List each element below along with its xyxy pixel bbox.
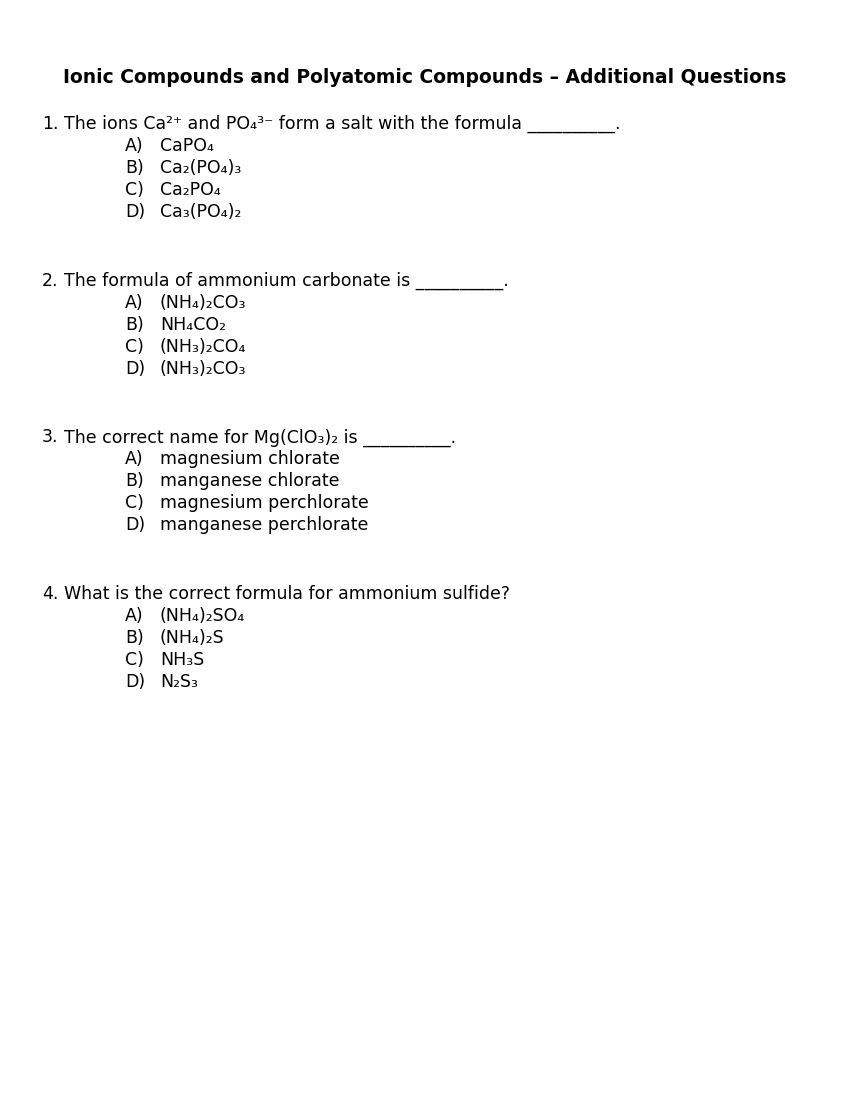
Text: 4.: 4. (42, 585, 59, 603)
Text: CaPO₄: CaPO₄ (160, 138, 214, 155)
Text: B): B) (125, 160, 144, 177)
Text: D): D) (125, 360, 145, 377)
Text: NH₃S: NH₃S (160, 651, 204, 669)
Text: NH₄CO₂: NH₄CO₂ (160, 316, 226, 333)
Text: Ca₂PO₄: Ca₂PO₄ (160, 182, 221, 199)
Text: N₂S₃: N₂S₃ (160, 673, 198, 691)
Text: 1.: 1. (42, 116, 59, 133)
Text: What is the correct formula for ammonium sulfide?: What is the correct formula for ammonium… (64, 585, 510, 603)
Text: D): D) (125, 204, 145, 221)
Text: Ca₃(PO₄)₂: Ca₃(PO₄)₂ (160, 204, 241, 221)
Text: (NH₄)₂S: (NH₄)₂S (160, 629, 224, 647)
Text: A): A) (125, 451, 144, 469)
Text: The formula of ammonium carbonate is __________.: The formula of ammonium carbonate is ___… (64, 272, 509, 290)
Text: Ionic Compounds and Polyatomic Compounds – Additional Questions: Ionic Compounds and Polyatomic Compounds… (63, 68, 787, 87)
Text: A): A) (125, 607, 144, 625)
Text: magnesium perchlorate: magnesium perchlorate (160, 495, 369, 513)
Text: Ca₂(PO₄)₃: Ca₂(PO₄)₃ (160, 160, 241, 177)
Text: The ions Ca²⁺ and PO₄³⁻ form a salt with the formula __________.: The ions Ca²⁺ and PO₄³⁻ form a salt with… (64, 116, 620, 133)
Text: manganese chlorate: manganese chlorate (160, 473, 339, 491)
Text: 2.: 2. (42, 272, 59, 289)
Text: C): C) (125, 338, 144, 355)
Text: (NH₃)₂CO₃: (NH₃)₂CO₃ (160, 360, 246, 377)
Text: A): A) (125, 294, 144, 311)
Text: D): D) (125, 673, 145, 691)
Text: The correct name for Mg(ClO₃)₂ is __________.: The correct name for Mg(ClO₃)₂ is ______… (64, 429, 456, 447)
Text: magnesium chlorate: magnesium chlorate (160, 451, 340, 469)
Text: (NH₄)₂SO₄: (NH₄)₂SO₄ (160, 607, 246, 625)
Text: B): B) (125, 629, 144, 647)
Text: C): C) (125, 651, 144, 669)
Text: C): C) (125, 495, 144, 513)
Text: D): D) (125, 517, 145, 535)
Text: B): B) (125, 473, 144, 491)
Text: A): A) (125, 138, 144, 155)
Text: (NH₃)₂CO₄: (NH₃)₂CO₄ (160, 338, 246, 355)
Text: (NH₄)₂CO₃: (NH₄)₂CO₃ (160, 294, 246, 311)
Text: B): B) (125, 316, 144, 333)
Text: 3.: 3. (42, 429, 59, 447)
Text: C): C) (125, 182, 144, 199)
Text: manganese perchlorate: manganese perchlorate (160, 517, 368, 535)
